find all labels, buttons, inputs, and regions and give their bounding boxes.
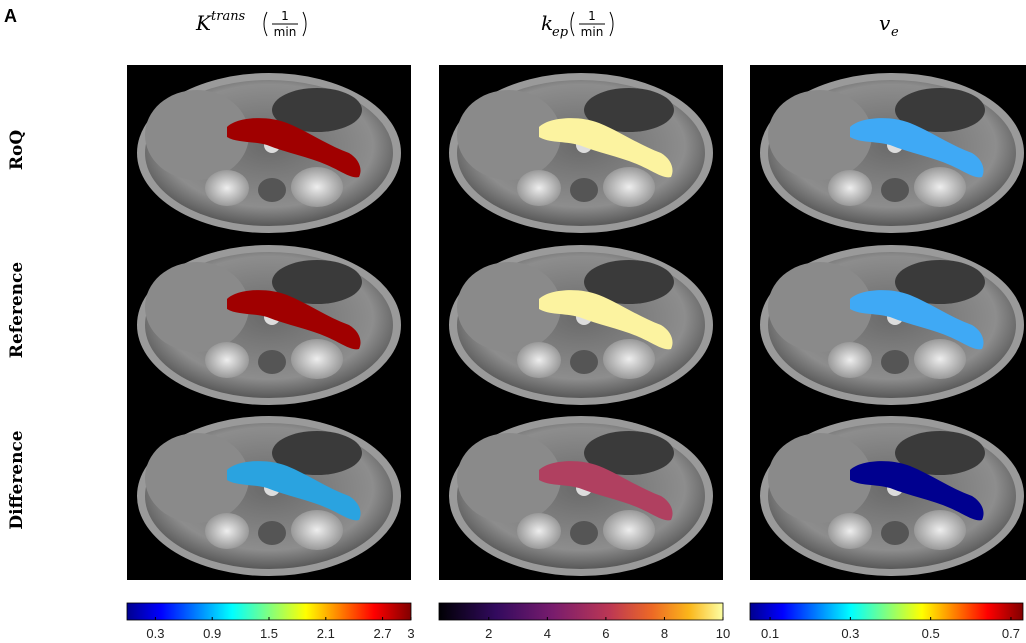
paren bbox=[263, 11, 268, 37]
row-label: RoQ bbox=[7, 130, 27, 170]
paren bbox=[302, 11, 307, 37]
tick-label: 0.9 bbox=[203, 626, 221, 641]
tick-label: 0.3 bbox=[841, 626, 859, 641]
symbol: v bbox=[879, 11, 891, 35]
subscript: ep bbox=[552, 25, 569, 40]
unit-numerator: 1 bbox=[281, 9, 289, 23]
unit-numerator: 1 bbox=[588, 9, 596, 23]
colorbar bbox=[749, 602, 1024, 621]
tick-label: 6 bbox=[602, 626, 609, 641]
mri-image bbox=[127, 65, 411, 237]
row-label: Difference bbox=[7, 430, 27, 529]
mri-image bbox=[439, 237, 723, 409]
mri-image bbox=[750, 65, 1026, 237]
tick-label: 2.7 bbox=[374, 626, 392, 641]
unit-denominator: min bbox=[581, 25, 604, 39]
colorbars: 0.3 0.9 1.5 2.1 2.7 3 2 4 6 8 10 0.1 0.3 0.5 0.7 bbox=[126, 602, 1024, 641]
paren bbox=[609, 11, 614, 37]
mri-image bbox=[750, 408, 1026, 580]
tick-label: 0.1 bbox=[761, 626, 779, 641]
column-header: k ep bbox=[541, 11, 569, 40]
image-grid bbox=[127, 65, 1026, 580]
mri-image bbox=[750, 237, 1026, 409]
panel-label: A bbox=[4, 6, 17, 26]
unit-denominator: min bbox=[274, 25, 297, 39]
tick-label: 0.5 bbox=[922, 626, 940, 641]
column-header: v e bbox=[879, 11, 899, 40]
mri-image bbox=[127, 237, 411, 409]
tick-label: 4 bbox=[544, 626, 551, 641]
paren bbox=[570, 11, 575, 37]
colorbar bbox=[438, 602, 724, 621]
tick-label: 10 bbox=[716, 626, 730, 641]
superscript: trans bbox=[211, 9, 246, 24]
tick-label: 2 bbox=[485, 626, 492, 641]
mri-image bbox=[127, 408, 411, 580]
row-label: Reference bbox=[7, 262, 27, 359]
tick-label: 3 bbox=[407, 626, 414, 641]
mri-image bbox=[439, 408, 723, 580]
mri-image bbox=[439, 65, 723, 237]
tick-label: 0.3 bbox=[146, 626, 164, 641]
unit: 1 min bbox=[570, 9, 614, 39]
column-header: K trans bbox=[195, 9, 246, 35]
symbol: K bbox=[195, 11, 212, 35]
tick-label: 2.1 bbox=[317, 626, 335, 641]
subscript: e bbox=[891, 25, 899, 40]
tick-label: 1.5 bbox=[260, 626, 278, 641]
tick-label: 0.7 bbox=[1002, 626, 1020, 641]
tick-label: 8 bbox=[661, 626, 668, 641]
unit: 1 min bbox=[263, 9, 307, 39]
symbol: k bbox=[541, 11, 553, 35]
